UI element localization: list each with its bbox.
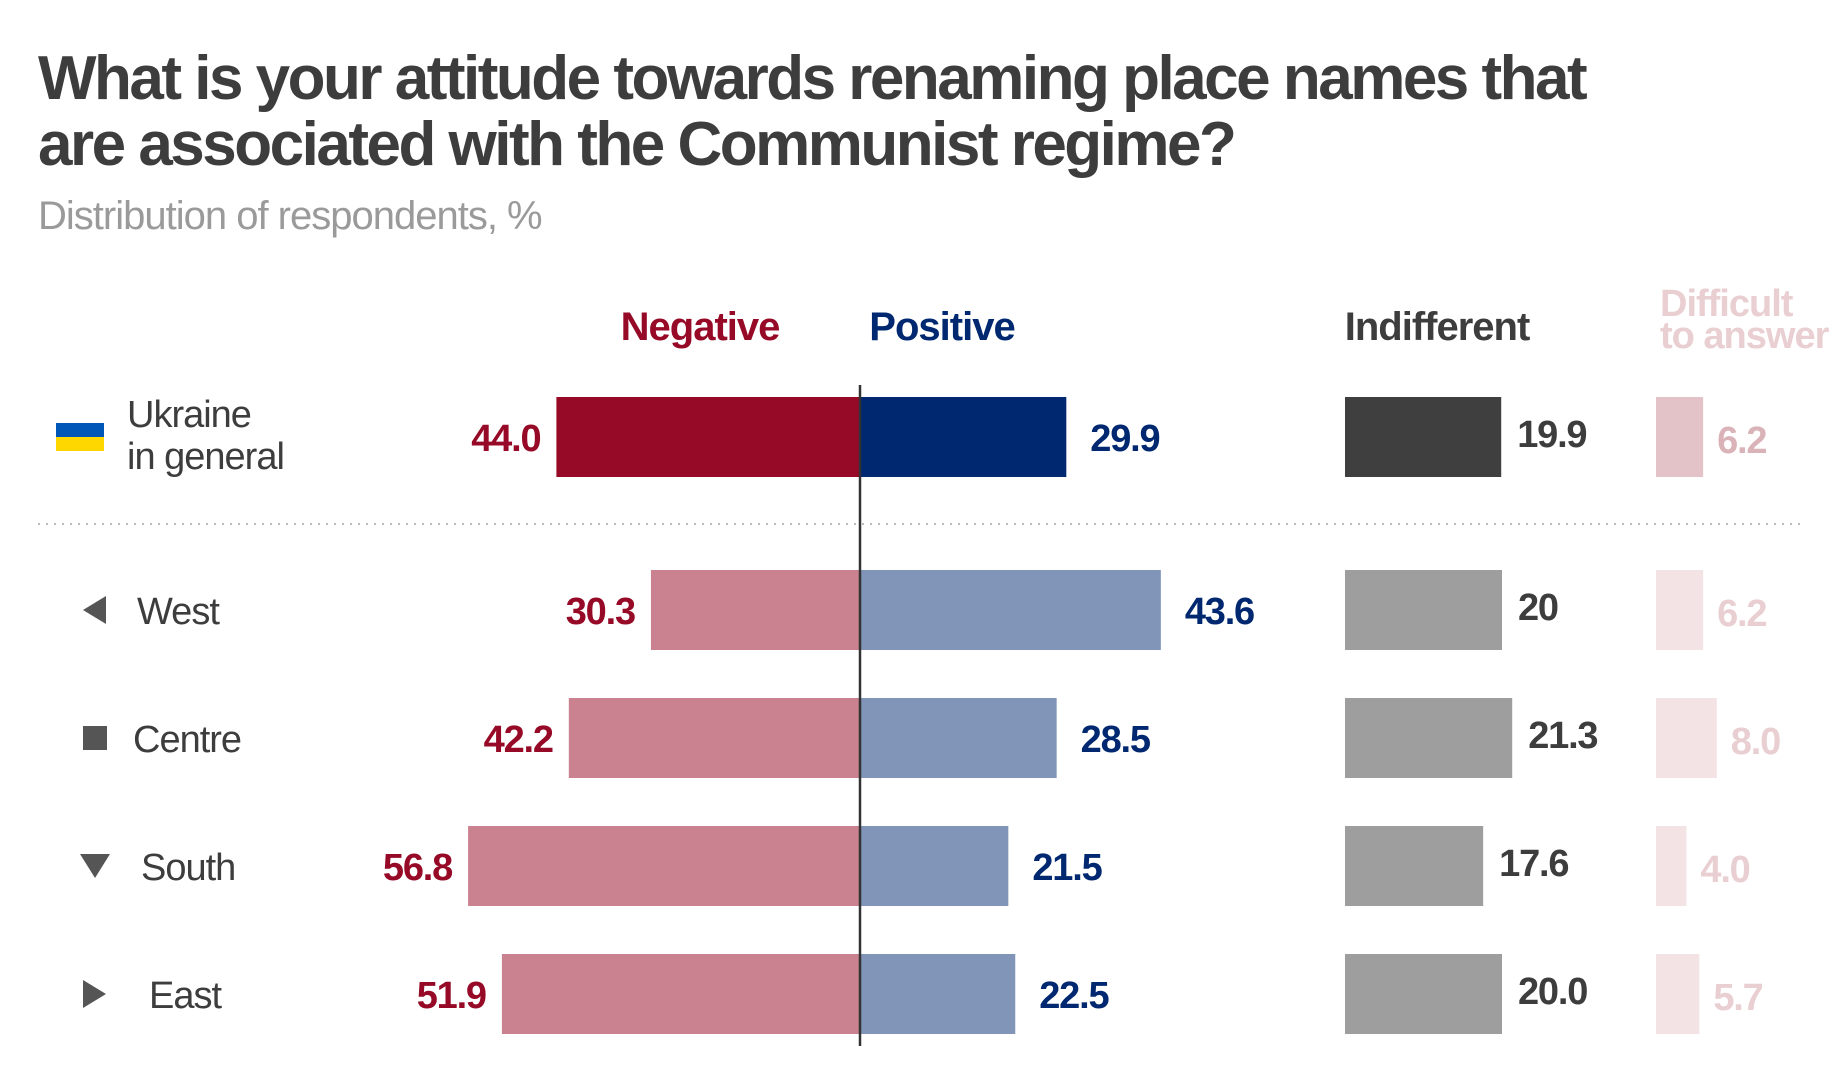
label-indifferent: 17.6 xyxy=(1499,843,1568,885)
label-negative: 42.2 xyxy=(484,719,553,761)
label-positive: 28.5 xyxy=(1081,719,1151,761)
label-difficult: 8.0 xyxy=(1731,721,1780,763)
triangle-down-icon xyxy=(80,854,110,878)
chart-row: South 56.8 21.5 17.6 4.0 xyxy=(80,826,1751,906)
header-positive: Positive xyxy=(869,305,1014,349)
header-indifferent: Indifferent xyxy=(1345,305,1530,349)
bar-difficult xyxy=(1656,397,1704,477)
square-icon xyxy=(83,726,107,750)
bar-difficult xyxy=(1656,698,1717,778)
flag-yellow-stripe xyxy=(56,437,104,451)
label-positive: 29.9 xyxy=(1090,418,1159,460)
bar-difficult xyxy=(1656,954,1700,1034)
label-difficult: 4.0 xyxy=(1700,849,1749,891)
label-indifferent: 21.3 xyxy=(1528,715,1597,757)
bar-indifferent xyxy=(1345,397,1502,477)
label-difficult: 6.2 xyxy=(1717,420,1766,462)
triangle-right-icon xyxy=(83,980,106,1008)
category-label: South xyxy=(141,847,235,889)
label-positive: 43.6 xyxy=(1185,591,1254,633)
ukraine-flag-icon xyxy=(56,423,104,451)
category-label: East xyxy=(149,975,222,1017)
bar-negative xyxy=(501,954,860,1034)
chart-row: Centre 42.2 28.5 21.3 8.0 xyxy=(83,698,1781,778)
label-negative: 56.8 xyxy=(383,847,452,889)
category-label: West xyxy=(137,591,220,633)
triangle-down-shape xyxy=(80,854,110,878)
chart-row: West 30.3 43.6 20 6.2 xyxy=(83,570,1768,650)
bar-indifferent xyxy=(1345,698,1513,778)
bar-negative xyxy=(556,397,860,477)
triangle-left-shape xyxy=(83,596,106,624)
header-difficult-line1: Difficult xyxy=(1660,283,1794,325)
label-negative: 30.3 xyxy=(566,591,635,633)
bar-negative xyxy=(468,826,860,906)
flag-blue-stripe xyxy=(56,423,104,437)
label-negative: 51.9 xyxy=(417,975,486,1017)
bar-indifferent xyxy=(1345,826,1484,906)
bar-positive xyxy=(860,698,1057,778)
bar-positive xyxy=(860,826,1009,906)
bar-negative xyxy=(568,698,860,778)
bar-indifferent xyxy=(1345,954,1502,1034)
label-positive: 22.5 xyxy=(1039,975,1109,1017)
bar-difficult xyxy=(1656,570,1704,650)
category-label: Centre xyxy=(133,719,241,761)
label-indifferent: 19.9 xyxy=(1517,414,1586,456)
bar-indifferent xyxy=(1345,570,1502,650)
bar-positive xyxy=(860,570,1161,650)
label-negative: 44.0 xyxy=(471,418,540,460)
label-indifferent: 20.0 xyxy=(1518,971,1587,1013)
bar-negative xyxy=(650,570,860,650)
bar-positive xyxy=(860,954,1016,1034)
bar-positive xyxy=(860,397,1067,477)
square-shape xyxy=(83,726,107,750)
label-positive: 21.5 xyxy=(1032,847,1102,889)
header-negative: Negative xyxy=(621,305,780,349)
category-label-line1: Ukraine xyxy=(127,394,251,436)
triangle-left-icon xyxy=(83,596,106,624)
label-difficult: 5.7 xyxy=(1713,977,1762,1019)
label-difficult: 6.2 xyxy=(1717,593,1766,635)
bar-difficult xyxy=(1656,826,1687,906)
category-label-line2: in general xyxy=(127,436,284,478)
triangle-right-shape xyxy=(83,980,106,1008)
label-indifferent: 20 xyxy=(1518,587,1558,629)
chart-row: East 51.9 22.5 20.0 5.7 xyxy=(83,954,1764,1034)
header-difficult-line2: to answer xyxy=(1660,315,1830,357)
chart-title: What is your attitude towards renaming p… xyxy=(38,44,1588,179)
chart-subtitle: Distribution of respondents, % xyxy=(38,194,543,238)
